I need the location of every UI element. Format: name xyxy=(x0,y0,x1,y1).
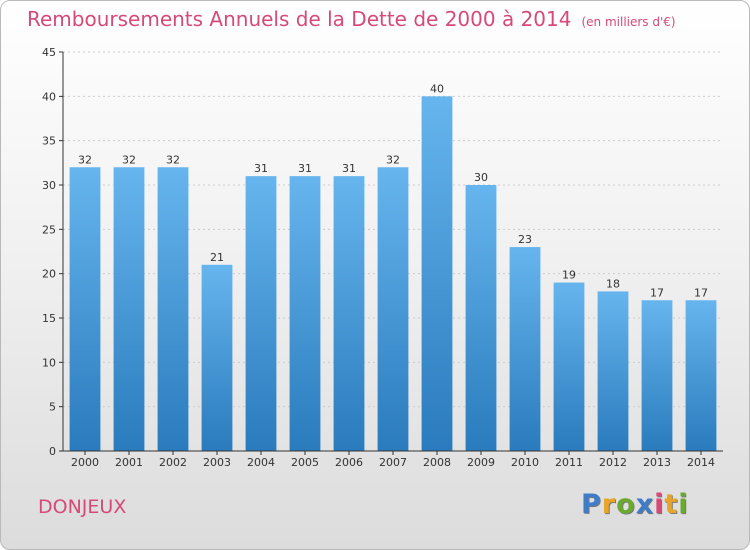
bar-value-label: 32 xyxy=(386,153,400,166)
commune-name: DONJEUX xyxy=(38,496,127,518)
y-tick-label: 40 xyxy=(42,90,56,103)
bar-value-label: 32 xyxy=(78,153,92,166)
x-tick-label: 2011 xyxy=(555,456,583,469)
bar xyxy=(465,185,497,451)
logo-letter: x xyxy=(635,489,655,520)
y-tick-label: 45 xyxy=(42,46,56,59)
x-tick-label: 2013 xyxy=(643,456,671,469)
logo-letter: o xyxy=(616,489,636,520)
bar xyxy=(245,176,277,451)
bar-value-label: 31 xyxy=(298,162,312,175)
bar xyxy=(509,247,541,451)
bar xyxy=(377,167,409,451)
logo-letter: t xyxy=(664,489,679,520)
logo-letter: r xyxy=(601,489,617,520)
y-tick-label: 15 xyxy=(42,312,56,325)
bar xyxy=(113,167,145,451)
bar-value-label: 32 xyxy=(166,153,180,166)
logo-letter: i xyxy=(678,489,689,520)
x-tick-label: 2005 xyxy=(291,456,319,469)
x-tick-label: 2003 xyxy=(203,456,231,469)
y-tick-label: 10 xyxy=(42,356,56,369)
bar-value-label: 19 xyxy=(562,269,576,282)
bar xyxy=(69,167,101,451)
y-tick-label: 30 xyxy=(42,179,56,192)
x-tick-label: 2010 xyxy=(511,456,539,469)
chart-title: Remboursements Annuels de la Dette de 20… xyxy=(27,7,676,31)
bar-value-label: 18 xyxy=(606,277,620,290)
x-tick-label: 2007 xyxy=(379,456,407,469)
bar-value-label: 17 xyxy=(650,286,664,299)
bar xyxy=(597,291,629,451)
data-labels: 32 32 32 21 31 31 31 32 40 30 23 19 18 17 17 xyxy=(78,82,708,299)
x-tick-label: 2009 xyxy=(467,456,495,469)
logo-letter: P xyxy=(581,489,602,520)
bar-value-label: 23 xyxy=(518,233,532,246)
bar xyxy=(641,300,673,451)
logo-letter: i xyxy=(654,489,665,520)
y-tick-label: 0 xyxy=(49,445,56,458)
bar-value-label: 32 xyxy=(122,153,136,166)
x-tick-label: 2004 xyxy=(247,456,275,469)
bar-value-label: 21 xyxy=(210,251,224,264)
x-tick-label: 2008 xyxy=(423,456,451,469)
y-tick-label: 25 xyxy=(42,223,56,236)
x-tick-label: 2000 xyxy=(71,456,99,469)
chart-title-unit: (en milliers d'€) xyxy=(581,15,676,29)
x-tick-label: 2012 xyxy=(599,456,627,469)
bar-value-label: 31 xyxy=(342,162,356,175)
bar xyxy=(685,300,717,451)
bar-value-label: 31 xyxy=(254,162,268,175)
x-tick-label: 2014 xyxy=(687,456,715,469)
bar xyxy=(201,264,233,451)
bar xyxy=(157,167,189,451)
bar xyxy=(421,96,453,451)
x-tick-label: 2001 xyxy=(115,456,143,469)
proxiti-logo: Proxiti xyxy=(581,489,689,520)
bar xyxy=(289,176,321,451)
bar xyxy=(333,176,365,451)
y-tick-label: 20 xyxy=(42,268,56,281)
x-tick-label: 2006 xyxy=(335,456,363,469)
axes: 0 5 10 15 20 25 30 35 40 45 2000 2001 2002 2003 2004 20… xyxy=(42,46,723,469)
y-tick-label: 5 xyxy=(49,401,56,414)
bar xyxy=(553,282,585,451)
bar-value-label: 40 xyxy=(430,82,444,95)
bar-value-label: 17 xyxy=(694,286,708,299)
bars xyxy=(69,96,717,451)
y-tick-label: 35 xyxy=(42,135,56,148)
bar-value-label: 30 xyxy=(474,171,488,184)
chart-title-main: Remboursements Annuels de la Dette de 20… xyxy=(27,7,572,31)
x-tick-label: 2002 xyxy=(159,456,187,469)
